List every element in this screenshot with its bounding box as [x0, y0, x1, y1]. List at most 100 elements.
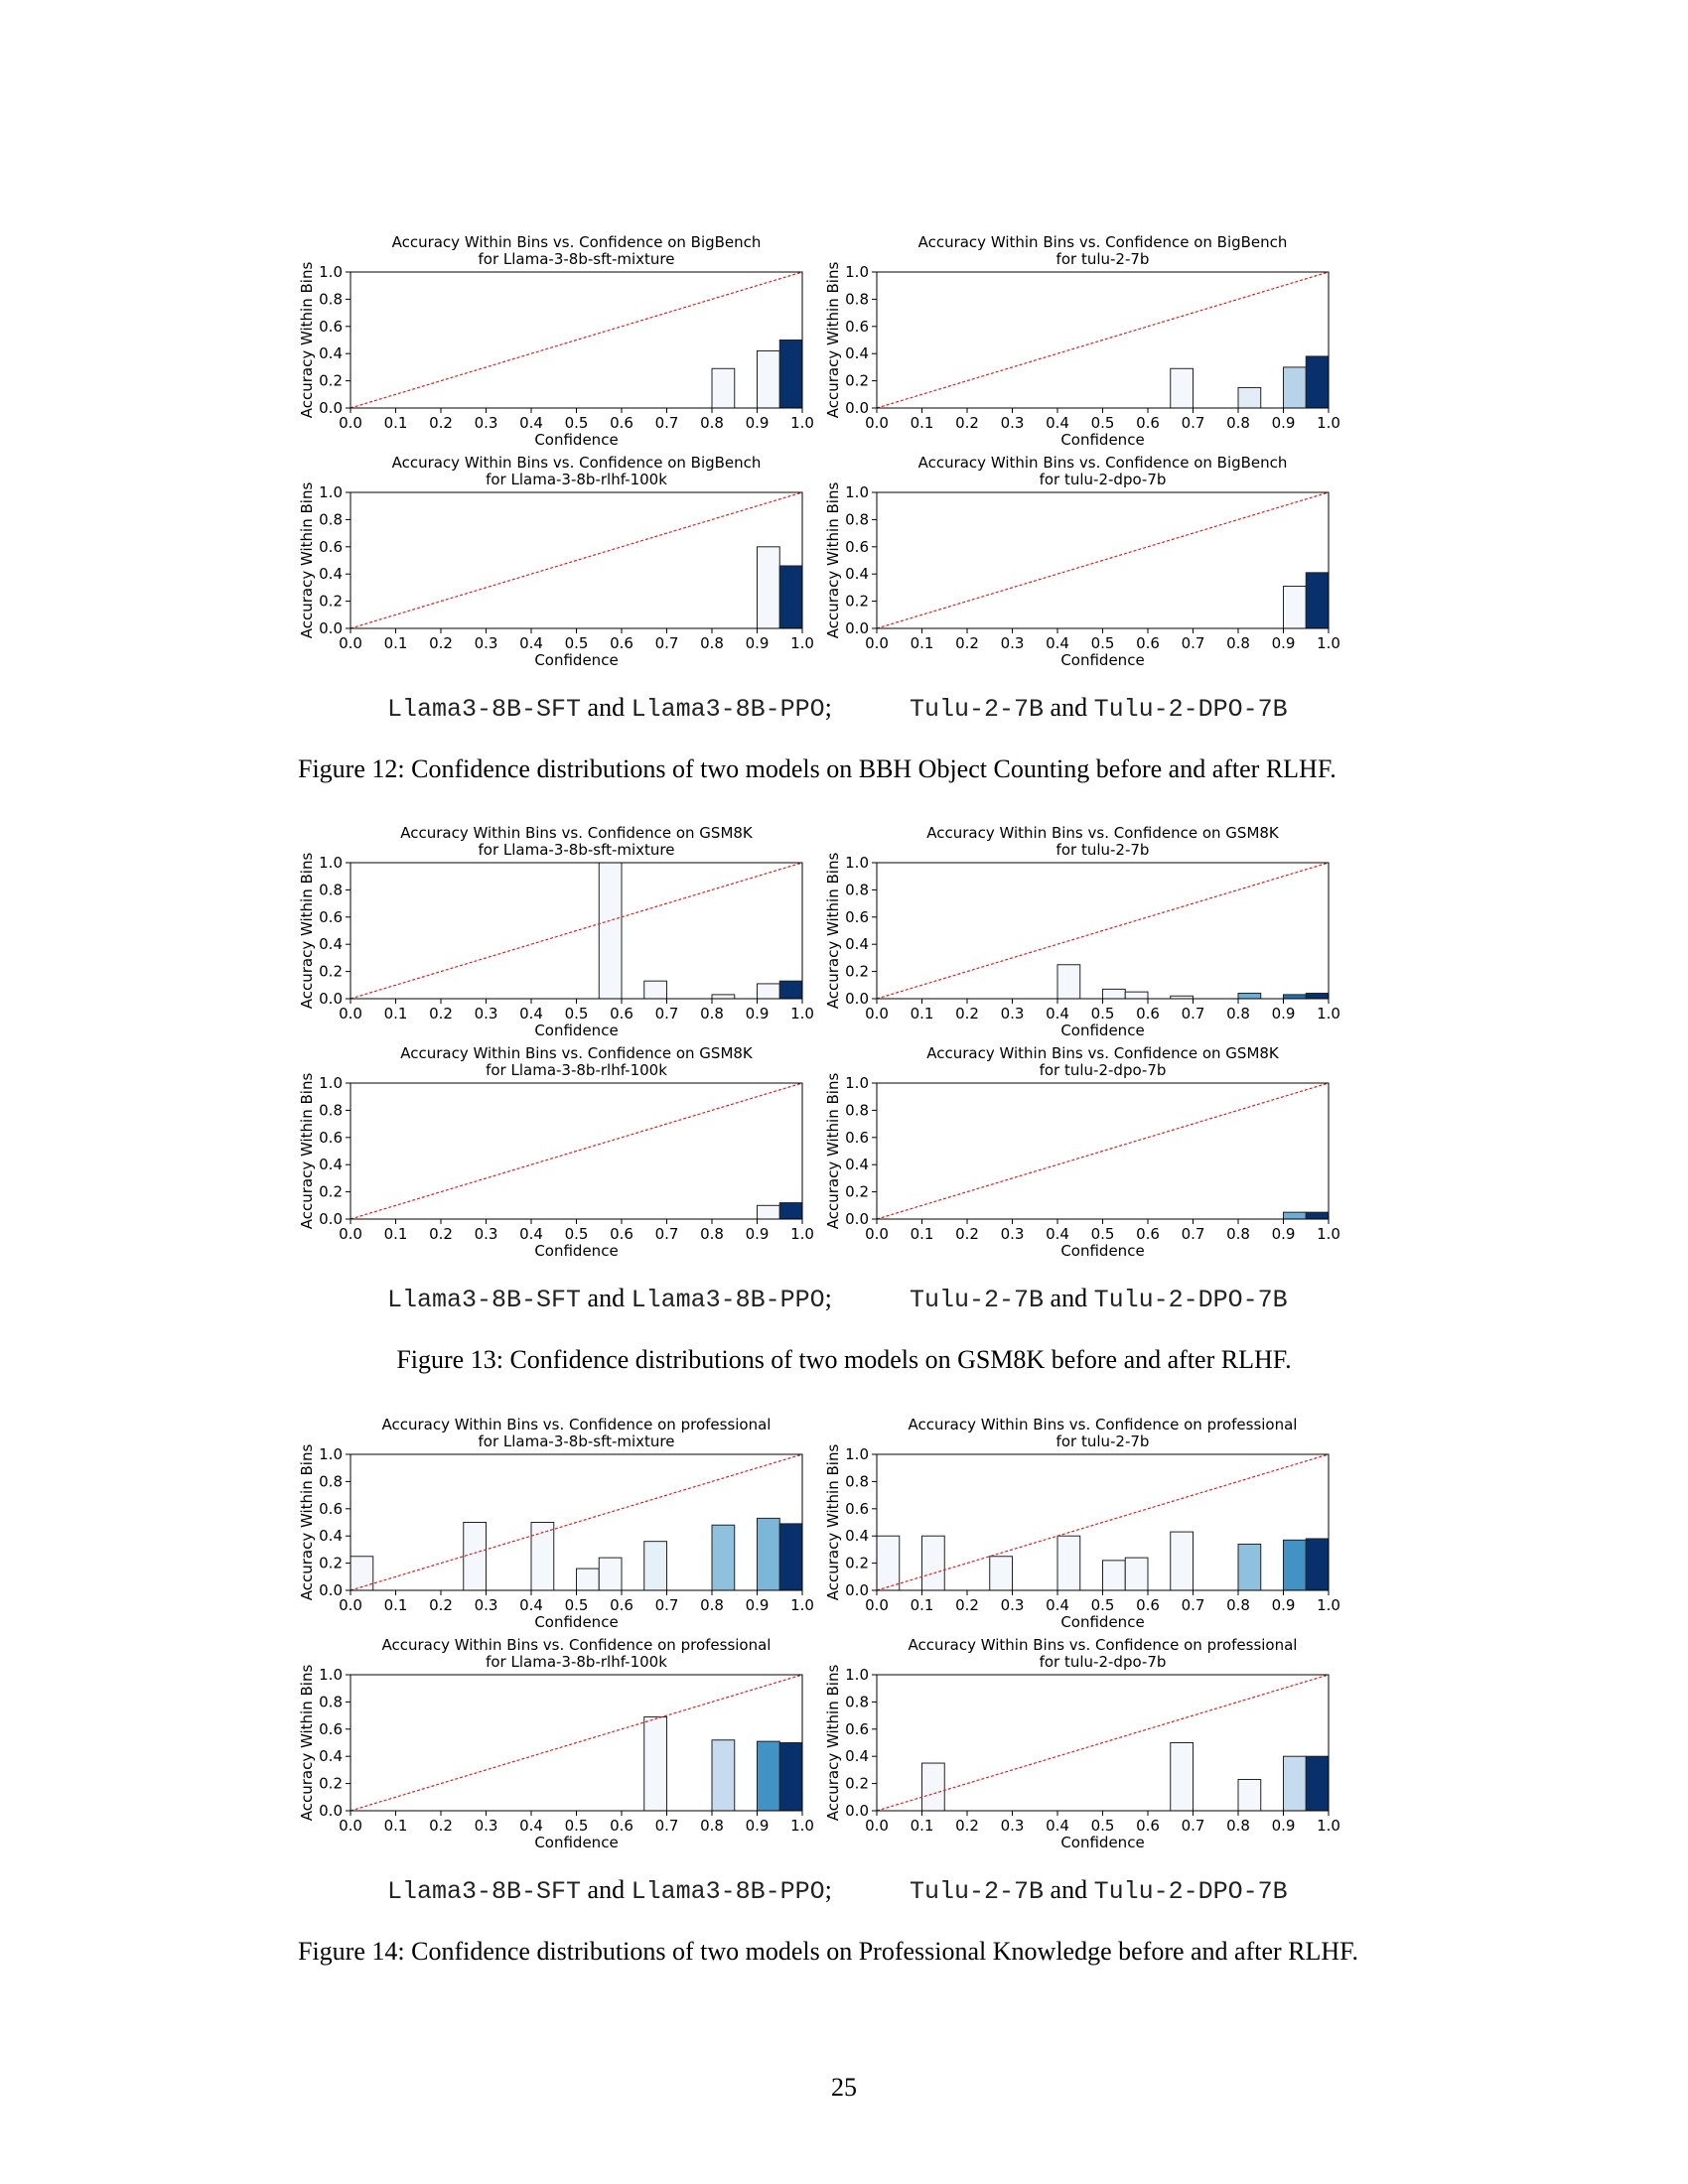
x-tick-label: 0.1 [911, 634, 934, 652]
y-tick-label: 0.0 [845, 619, 869, 637]
x-tick-label: 0.1 [384, 1596, 408, 1614]
x-tick-label: 0.9 [746, 1596, 770, 1614]
y-tick-label: 0.2 [319, 963, 343, 981]
histogram-bar [1283, 1211, 1307, 1220]
label-llama-sft: Llama3-8B-SFT [387, 695, 582, 724]
y-tick-label: 0.4 [845, 565, 869, 583]
x-tick-label: 0.9 [746, 1005, 770, 1023]
y-tick-label: 1.0 [845, 854, 869, 872]
x-tick-label: 0.2 [955, 1225, 979, 1243]
x-axis-label: Confidence [1060, 651, 1144, 669]
y-tick-label: 1.0 [845, 483, 869, 501]
histogram-bar [1237, 1778, 1262, 1812]
y-axis-label: Accuracy Within Bins [298, 262, 316, 419]
y-tick-label: 1.0 [845, 1445, 869, 1463]
perfect-calibration-line [350, 491, 803, 629]
x-tick-label: 0.2 [955, 1817, 979, 1835]
y-tick-label: 0.0 [845, 1802, 869, 1820]
y-tick-label: 1.0 [319, 263, 343, 281]
x-tick-label: 0.5 [1091, 1225, 1115, 1243]
perfect-calibration-line [350, 1453, 803, 1591]
y-tick-label: 0.0 [845, 1210, 869, 1228]
x-tick-label: 0.1 [384, 1817, 408, 1835]
x-tick-label: 0.5 [565, 1596, 589, 1614]
x-tick-label: 0.9 [1272, 414, 1296, 432]
histogram-bar [778, 565, 803, 629]
chart-title: Accuracy Within Bins vs. Confidence on B… [918, 233, 1288, 251]
y-tick-label: 0.6 [845, 318, 869, 336]
histogram-bar [757, 983, 780, 1000]
y-tick-label: 0.0 [319, 990, 343, 1008]
y-tick-label: 0.0 [319, 1581, 343, 1599]
x-tick-label: 0.5 [1091, 634, 1115, 652]
x-axis-label: Confidence [1060, 1022, 1144, 1039]
label-tulu: Tulu-2-7B [910, 1877, 1045, 1906]
x-tick-label: 0.3 [1001, 1817, 1025, 1835]
x-tick-label: 1.0 [790, 1596, 814, 1614]
x-tick-label: 0.6 [610, 1596, 633, 1614]
chart-svg: Accuracy Within Bins vs. Confidence on p… [824, 1636, 1340, 1851]
x-tick-label: 0.4 [519, 1817, 543, 1835]
y-tick-label: 0.4 [845, 344, 869, 362]
y-tick-label: 0.2 [319, 1183, 343, 1201]
x-tick-label: 0.5 [1091, 1005, 1115, 1023]
histogram-bar [1305, 993, 1330, 1000]
histogram-bar [1124, 1557, 1149, 1591]
x-tick-label: 1.0 [1317, 1596, 1340, 1614]
y-tick-label: 0.8 [319, 1693, 343, 1710]
label-tulu: Tulu-2-7B [910, 695, 1045, 724]
x-tick-label: 0.2 [429, 1225, 453, 1243]
label-and: and [1050, 1875, 1088, 1904]
chart-subtitle: for Llama-3-8b-sft-mixture [479, 250, 675, 268]
x-axis-label: Confidence [534, 1834, 618, 1851]
perfect-calibration-line [876, 1453, 1330, 1591]
x-axis-label: Confidence [534, 1022, 618, 1039]
chart-svg: Accuracy Within Bins vs. Confidence on G… [298, 824, 814, 1039]
histogram-bar [643, 980, 667, 1000]
histogram-bar [921, 1762, 945, 1812]
x-tick-label: 0.5 [565, 1005, 589, 1023]
histogram-bar [350, 1556, 374, 1591]
y-tick-label: 0.8 [319, 1472, 343, 1490]
histogram-bar [778, 1202, 803, 1220]
perfect-calibration-line [876, 491, 1330, 629]
y-tick-label: 0.2 [845, 1775, 869, 1793]
x-tick-label: 0.0 [865, 1817, 889, 1835]
histogram-bar [757, 1204, 780, 1220]
chart-bigbench-tulu-dpo: Accuracy Within Bins vs. Confidence on B… [824, 451, 1350, 669]
x-tick-label: 0.4 [1046, 1817, 1069, 1835]
y-tick-label: 0.8 [845, 1693, 869, 1710]
y-axis-label: Accuracy Within Bins [298, 1073, 316, 1230]
chart-subtitle: for tulu-2-dpo-7b [1040, 1061, 1167, 1079]
chart-title: Accuracy Within Bins vs. Confidence on p… [382, 1416, 772, 1433]
histogram-bar [1305, 1755, 1330, 1812]
y-tick-label: 0.8 [845, 290, 869, 308]
x-tick-label: 0.3 [475, 1005, 498, 1023]
x-tick-label: 0.7 [655, 634, 679, 652]
y-tick-label: 0.2 [845, 593, 869, 611]
x-tick-label: 1.0 [790, 1225, 814, 1243]
y-tick-label: 0.4 [845, 935, 869, 953]
label-semicolon: ; [824, 693, 832, 722]
x-tick-label: 0.1 [384, 1005, 408, 1023]
histogram-bar [1170, 1531, 1194, 1591]
histogram-bar [1283, 994, 1307, 1000]
x-tick-label: 0.7 [1182, 414, 1205, 432]
histogram-bar [643, 1715, 667, 1812]
x-tick-label: 0.4 [519, 414, 543, 432]
chart-professional-llama-sft: Accuracy Within Bins vs. Confidence on p… [298, 1413, 824, 1631]
label-and: and [587, 693, 626, 722]
x-tick-label: 0.8 [700, 1225, 724, 1243]
x-tick-label: 0.1 [911, 1005, 934, 1023]
chart-subtitle: for tulu-2-dpo-7b [1040, 471, 1167, 488]
x-tick-label: 0.8 [700, 1817, 724, 1835]
x-tick-label: 0.2 [955, 634, 979, 652]
x-tick-label: 0.3 [475, 634, 498, 652]
figure-12: Accuracy Within Bins vs. Confidence on B… [298, 230, 1390, 783]
perfect-calibration-line [876, 1674, 1330, 1812]
x-tick-label: 0.7 [1182, 1225, 1205, 1243]
chart-title: Accuracy Within Bins vs. Confidence on p… [909, 1416, 1298, 1433]
x-tick-label: 0.3 [475, 1225, 498, 1243]
chart-svg: Accuracy Within Bins vs. Confidence on G… [824, 824, 1340, 1039]
histogram-bar [1305, 1211, 1330, 1220]
